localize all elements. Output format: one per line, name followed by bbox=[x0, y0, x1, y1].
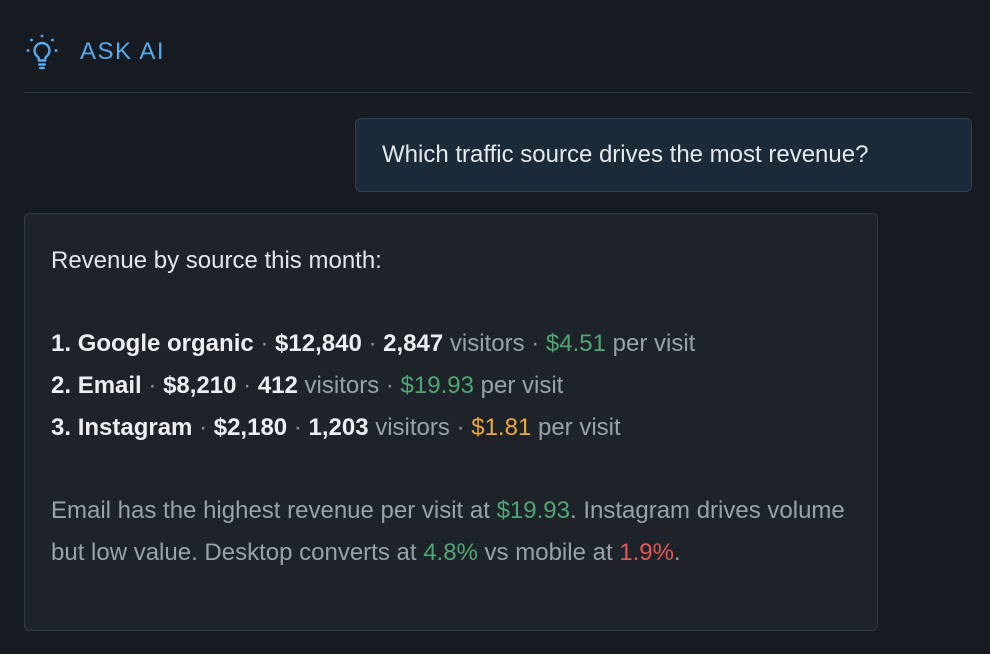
summary-text: . Instagram drives volume but low value.… bbox=[51, 497, 845, 566]
separator: · bbox=[456, 414, 465, 441]
source-revenue: $12,840 bbox=[275, 330, 362, 357]
summary-text: . bbox=[673, 538, 681, 566]
source-rank: 1. bbox=[51, 330, 72, 357]
source-row-2: 2. Email · $8,210 · 412 visitors · $19.9… bbox=[51, 365, 851, 407]
summary-desktop-rate: 4.8% bbox=[423, 538, 478, 566]
source-revenue: $2,180 bbox=[213, 414, 288, 441]
separator: · bbox=[148, 372, 157, 399]
source-list: 1. Google organic · $12,840 · 2,847 visi… bbox=[51, 323, 851, 449]
lightbulb-icon bbox=[26, 34, 58, 70]
source-revenue-per-visit: $19.93 bbox=[400, 372, 474, 399]
source-revenue-per-visit: $1.81 bbox=[471, 414, 532, 441]
visitors-label: visitors bbox=[449, 330, 525, 357]
source-revenue: $8,210 bbox=[163, 372, 237, 399]
source-row-3: 3. Instagram · $2,180 · 1,203 visitors ·… bbox=[51, 407, 851, 449]
source-visitors: 1,203 bbox=[308, 414, 369, 441]
per-visit-label: per visit bbox=[537, 414, 621, 441]
source-name: Instagram bbox=[77, 414, 193, 441]
ai-response-summary: Email has the highest revenue per visit … bbox=[51, 490, 851, 573]
per-visit-label: per visit bbox=[612, 330, 696, 357]
header-divider bbox=[24, 92, 972, 93]
visitors-label: visitors bbox=[375, 414, 450, 441]
summary-mobile-rate: 1.9% bbox=[619, 538, 674, 566]
panel-title: ASK AI bbox=[80, 38, 166, 65]
per-visit-label: per visit bbox=[480, 372, 564, 399]
source-name: Google organic bbox=[77, 330, 254, 357]
separator: · bbox=[293, 414, 302, 441]
separator: · bbox=[199, 414, 208, 441]
visitors-label: visitors bbox=[304, 372, 380, 399]
source-row-1: 1. Google organic · $12,840 · 2,847 visi… bbox=[51, 323, 851, 365]
user-message-text: Which traffic source drives the most rev… bbox=[382, 141, 869, 168]
source-rank: 2. bbox=[51, 372, 72, 399]
separator: · bbox=[260, 330, 269, 357]
user-message-bubble: Which traffic source drives the most rev… bbox=[355, 118, 972, 192]
separator: · bbox=[385, 372, 394, 399]
source-visitors: 412 bbox=[257, 372, 298, 399]
summary-text: vs mobile at bbox=[477, 538, 620, 566]
summary-highlight-value: $19.93 bbox=[496, 497, 570, 524]
separator: · bbox=[531, 330, 540, 357]
ai-response-card: Revenue by source this month: 1. Google … bbox=[24, 213, 878, 631]
source-rank: 3. bbox=[51, 414, 72, 441]
summary-text: Email has the highest revenue per visit … bbox=[51, 497, 497, 524]
panel-header: ASK AI bbox=[24, 32, 165, 72]
source-revenue-per-visit: $4.51 bbox=[545, 330, 606, 357]
ai-response-intro: Revenue by source this month: bbox=[51, 247, 382, 274]
separator: · bbox=[368, 330, 377, 357]
source-name: Email bbox=[77, 372, 142, 399]
source-visitors: 2,847 bbox=[383, 330, 444, 357]
separator: · bbox=[243, 372, 252, 399]
